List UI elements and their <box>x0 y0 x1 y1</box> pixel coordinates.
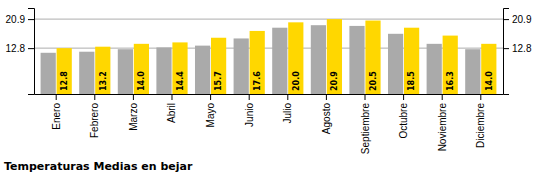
bar <box>172 42 187 94</box>
tick-mark <box>403 94 404 100</box>
tick-label: Marzo <box>128 103 139 131</box>
bar <box>134 44 149 94</box>
data-label: 18.5 <box>407 71 416 91</box>
bar <box>327 19 342 94</box>
tick-mark <box>326 94 327 100</box>
tick-mark <box>365 94 366 100</box>
tick: Diciembre <box>475 94 486 148</box>
tick-label: Julio <box>282 103 293 124</box>
tick-mark <box>133 94 134 100</box>
bar <box>195 46 210 94</box>
y2-axis: 12.8 20.9 <box>503 9 532 95</box>
data-label: 20.0 <box>292 71 301 91</box>
data-label: 12.8 <box>60 71 69 91</box>
tick: Febrero <box>89 94 100 138</box>
tick-mark <box>287 94 288 100</box>
grid <box>34 19 503 48</box>
data-label: 20.5 <box>369 71 378 91</box>
tick-mark <box>28 48 34 49</box>
data-label: 16.3 <box>446 71 455 91</box>
axis-line <box>35 94 504 95</box>
bar-series <box>57 19 497 94</box>
tick-label: Octubre <box>398 103 409 139</box>
axis-line <box>504 9 510 95</box>
bar <box>57 48 72 94</box>
tick: Julio <box>282 94 293 124</box>
bar <box>272 28 287 94</box>
chart-container: 12.8 13.2 14.0 14.4 15.7 17.6 20.0 20.9 20.5 18.5… <box>0 0 537 174</box>
tick-label: Junio <box>244 103 255 127</box>
bar <box>288 22 303 94</box>
bar <box>250 31 265 94</box>
tick-label: 12.8 <box>6 43 26 54</box>
axis-line <box>28 9 35 95</box>
bar <box>404 28 419 94</box>
tick: Enero <box>51 94 62 130</box>
tick: 12.8 <box>503 43 532 54</box>
grid-line <box>34 19 503 20</box>
bars <box>41 19 497 94</box>
tick-mark <box>249 94 250 100</box>
tick: Mayo <box>205 94 216 127</box>
title: Temperaturas Medias en bejar <box>4 160 193 173</box>
tick-mark <box>94 94 95 100</box>
bar-series <box>41 25 481 94</box>
bar <box>211 38 226 94</box>
data-label: 13.2 <box>99 71 108 91</box>
bar <box>481 44 496 94</box>
tick: 12.8 <box>6 43 34 54</box>
tick-mark <box>503 48 509 49</box>
bar <box>234 38 249 94</box>
bar <box>349 26 364 94</box>
bar <box>465 49 480 94</box>
tick: Noviembre <box>437 94 448 151</box>
x-axis: Enero Febrero Marzo Abril Mayo Junio Julio Agos… <box>35 94 504 154</box>
data-label: 20.9 <box>330 71 339 91</box>
data-label: 14.0 <box>485 71 494 91</box>
tick-label: Mayo <box>205 103 216 128</box>
tick-label: 20.9 <box>512 14 532 25</box>
tick-mark <box>480 94 481 100</box>
bar <box>95 47 110 94</box>
data-labels: 12.8 13.2 14.0 14.4 15.7 17.6 20.0 20.9 20.5 18.5… <box>60 71 494 91</box>
tick-label: Agosto <box>321 103 332 135</box>
tick-mark <box>442 94 443 100</box>
tick-mark <box>503 19 509 20</box>
tick: Septiembre <box>360 94 371 154</box>
tick: Junio <box>244 94 255 127</box>
tick-label: Abril <box>166 103 177 123</box>
tick: 20.9 <box>6 14 34 25</box>
bar <box>388 34 403 94</box>
bar <box>41 53 56 94</box>
tick: Abril <box>166 94 177 123</box>
tick-label: Diciembre <box>475 103 486 148</box>
tick: Agosto <box>321 94 332 134</box>
tick-label: Enero <box>51 103 62 130</box>
tick-label: Noviembre <box>437 103 448 152</box>
data-label: 14.4 <box>176 71 185 91</box>
tick-label: Septiembre <box>360 103 371 155</box>
bar <box>443 36 458 94</box>
bar <box>311 25 326 94</box>
tick-mark <box>171 94 172 100</box>
tick-label: 12.8 <box>512 43 532 54</box>
tick-label: 20.9 <box>6 14 26 25</box>
data-label: 17.6 <box>253 71 262 91</box>
chart: 12.8 13.2 14.0 14.4 15.7 17.6 20.0 20.9 20.5 18.5… <box>0 0 537 174</box>
bar <box>79 52 94 94</box>
y-axis: 12.8 20.9 <box>6 9 35 95</box>
data-label: 14.0 <box>137 71 146 91</box>
tick: Octubre <box>398 94 409 139</box>
tick-mark <box>56 94 57 100</box>
bar <box>427 44 442 94</box>
tick: 20.9 <box>503 14 532 25</box>
tick-label: Febrero <box>89 103 100 138</box>
tick-mark <box>210 94 211 100</box>
tick-mark <box>28 19 34 20</box>
data-label: 15.7 <box>214 71 223 91</box>
bar <box>365 21 380 94</box>
bar <box>156 47 171 94</box>
tick: Marzo <box>128 94 139 131</box>
bar <box>118 49 133 94</box>
